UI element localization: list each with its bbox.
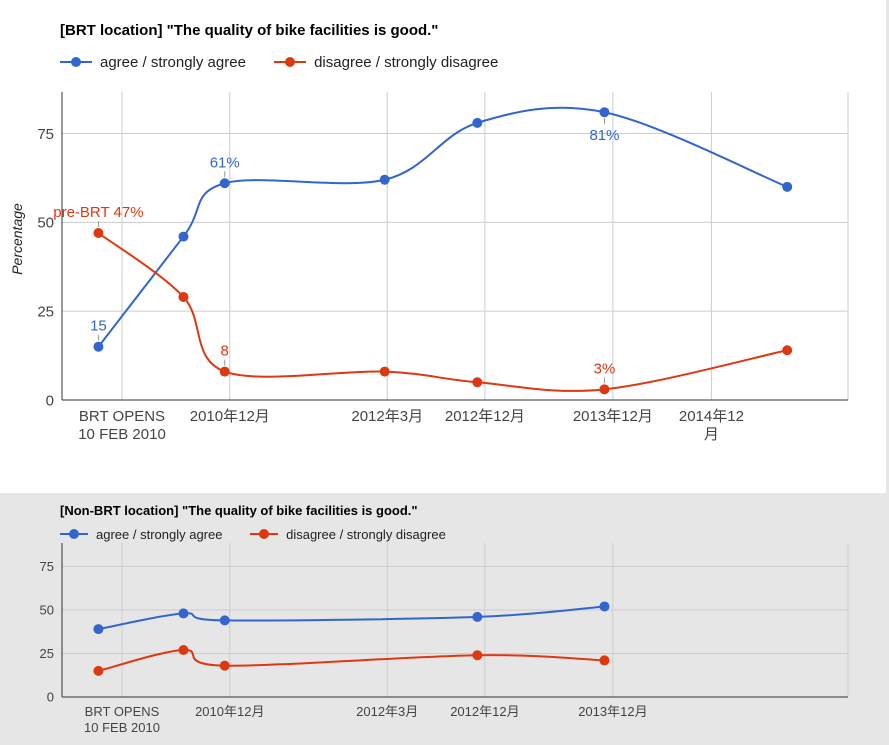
x-tick-label: 2014年12 (679, 408, 744, 425)
x-tick-label: 2012年3月 (351, 408, 423, 425)
series-point-0 (178, 608, 189, 619)
y-tick-label: 50 (37, 215, 54, 232)
legend-label-agree: agree / strongly agree (96, 526, 223, 542)
series-point-1 (599, 384, 610, 395)
legend-label-disagree: disagree / strongly disagree (286, 526, 446, 542)
x-tick-label: BRT OPENS (85, 704, 160, 719)
series-point-1 (219, 366, 230, 377)
x-tick-label: 2012年12月 (445, 408, 525, 425)
annotation-label: 8 (221, 343, 229, 360)
x-tick-label: 2012年3月 (356, 704, 418, 719)
series-point-0 (93, 624, 104, 635)
series-point-0 (219, 178, 230, 189)
series-point-0 (599, 601, 610, 612)
series-point-1 (219, 660, 230, 671)
y-tick-label: 25 (37, 303, 54, 320)
legend-swatch-agree (60, 57, 92, 67)
series-point-1 (178, 291, 189, 302)
series-point-0 (472, 611, 483, 622)
series-point-0 (379, 174, 390, 185)
legend-item-disagree[interactable]: disagree / strongly disagree (274, 54, 498, 71)
series-point-0 (219, 615, 230, 626)
y-tick-label: 50 (40, 602, 54, 617)
series-point-1 (599, 655, 610, 666)
annotation-label: 3% (594, 360, 616, 377)
x-tick-label: 2010年12月 (190, 408, 270, 425)
annotation-label: pre-BRT 47% (53, 204, 143, 221)
series-point-1 (472, 377, 483, 388)
series-point-1 (93, 228, 104, 239)
y-tick-label: 75 (40, 559, 54, 574)
series-point-1 (379, 366, 390, 377)
series-point-1 (93, 665, 104, 676)
series-line-1 (97, 232, 788, 392)
legend-swatch-agree (60, 529, 88, 539)
x-tick-label: 月 (704, 426, 719, 443)
x-tick-label: 10 FEB 2010 (78, 426, 166, 443)
series-point-0 (93, 341, 104, 352)
annotation-label: 61% (210, 154, 240, 171)
x-tick-label: BRT OPENS (79, 408, 165, 425)
annotation-label: 15 (90, 318, 107, 335)
scrollbar-track[interactable] (886, 0, 889, 493)
legend-item-agree[interactable]: agree / strongly agree (60, 527, 222, 542)
series-point-0 (178, 231, 189, 242)
x-tick-label: 2013年12月 (578, 704, 647, 719)
chart-legend[interactable]: agree / strongly agree disagree / strong… (60, 50, 522, 71)
annotation-label: 81% (589, 127, 619, 144)
legend-label-disagree: disagree / strongly disagree (314, 53, 499, 71)
x-tick-label: 2012年12月 (450, 704, 519, 719)
series-point-1 (782, 345, 793, 356)
chart-title: [Non-BRT location] "The quality of bike … (60, 503, 418, 518)
series-point-0 (472, 117, 483, 128)
y-tick-label: 25 (40, 646, 54, 661)
x-tick-label: 10 FEB 2010 (84, 720, 160, 735)
y-tick-label: 0 (46, 392, 54, 409)
non-brt-location-chart: [Non-BRT location] "The quality of bike … (0, 493, 889, 745)
legend-label-agree: agree / strongly agree (100, 53, 246, 71)
legend-swatch-disagree (274, 57, 307, 67)
y-axis-title: Percentage (9, 203, 25, 275)
brt-location-chart: [BRT location] "The quality of bike faci… (9, 0, 889, 493)
series-point-1 (472, 650, 483, 661)
series-line-0 (98, 605, 605, 631)
chart-legend[interactable]: agree / strongly agree disagree / strong… (60, 523, 470, 542)
legend-item-disagree[interactable]: disagree / strongly disagree (250, 527, 446, 542)
y-tick-label: 75 (37, 126, 54, 143)
x-tick-label: 2010年12月 (195, 704, 264, 719)
series-point-0 (782, 181, 793, 192)
chart-title: [BRT location] "The quality of bike faci… (60, 22, 439, 39)
series-point-0 (599, 107, 610, 118)
legend-item-agree[interactable]: agree / strongly agree (60, 54, 246, 71)
y-tick-label: 0 (47, 690, 54, 705)
series-line-1 (98, 648, 605, 672)
series-point-1 (178, 644, 189, 655)
legend-swatch-disagree (250, 529, 279, 539)
x-tick-label: 2013年12月 (573, 408, 653, 425)
